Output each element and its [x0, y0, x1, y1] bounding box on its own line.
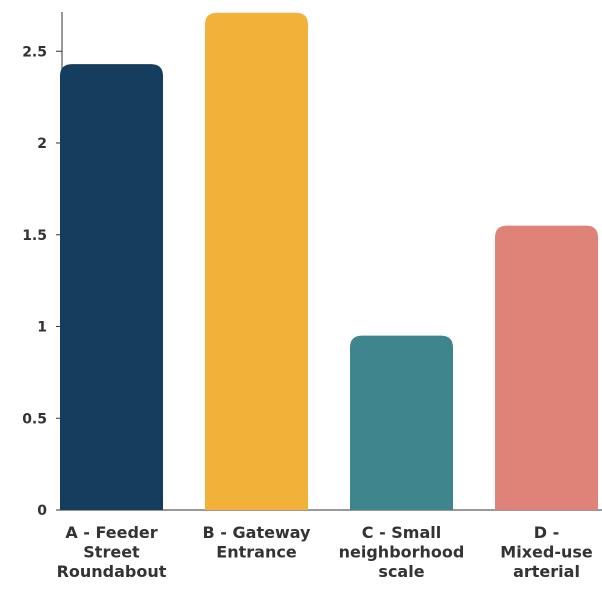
x-category-label: C - Small neighborhood scale	[339, 523, 465, 581]
y-tick-label: 0.5	[22, 411, 47, 427]
bar	[60, 64, 163, 510]
bar	[205, 12, 308, 511]
x-category-label: A - Feeder Street Roundabout	[57, 523, 167, 581]
x-category-label-line: Mixed-use	[500, 543, 593, 562]
x-category-label-line: Entrance	[216, 543, 297, 562]
y-tick-label: 2.5	[22, 44, 47, 60]
y-tick-label: 1.5	[22, 228, 47, 244]
x-category-label-line: B - Gateway	[203, 523, 311, 542]
x-category-label: B - Gateway Entrance	[203, 523, 311, 562]
x-category-label-line: D -	[534, 523, 560, 542]
y-tick-label: 2	[37, 136, 47, 152]
bar	[350, 335, 453, 510]
x-axis-labels: A - Feeder Street Roundabout B - Gateway Ent…	[57, 523, 593, 581]
x-category-label-line: Street	[83, 543, 140, 562]
y-tick-label: 0	[37, 503, 47, 519]
x-category-label-line: A - Feeder	[65, 523, 157, 542]
y-tick-label: 1	[37, 320, 47, 336]
x-category-label-line: scale	[378, 562, 424, 581]
x-category-label-line: neighborhood	[339, 543, 465, 562]
x-category-label-line: arterial	[513, 562, 580, 581]
x-category-label: D -Mixed-use arterial	[500, 523, 593, 581]
bar	[495, 225, 598, 510]
x-category-label-line: Roundabout	[57, 562, 167, 581]
bars	[60, 12, 598, 511]
x-category-label-line: C - Small	[362, 523, 441, 542]
